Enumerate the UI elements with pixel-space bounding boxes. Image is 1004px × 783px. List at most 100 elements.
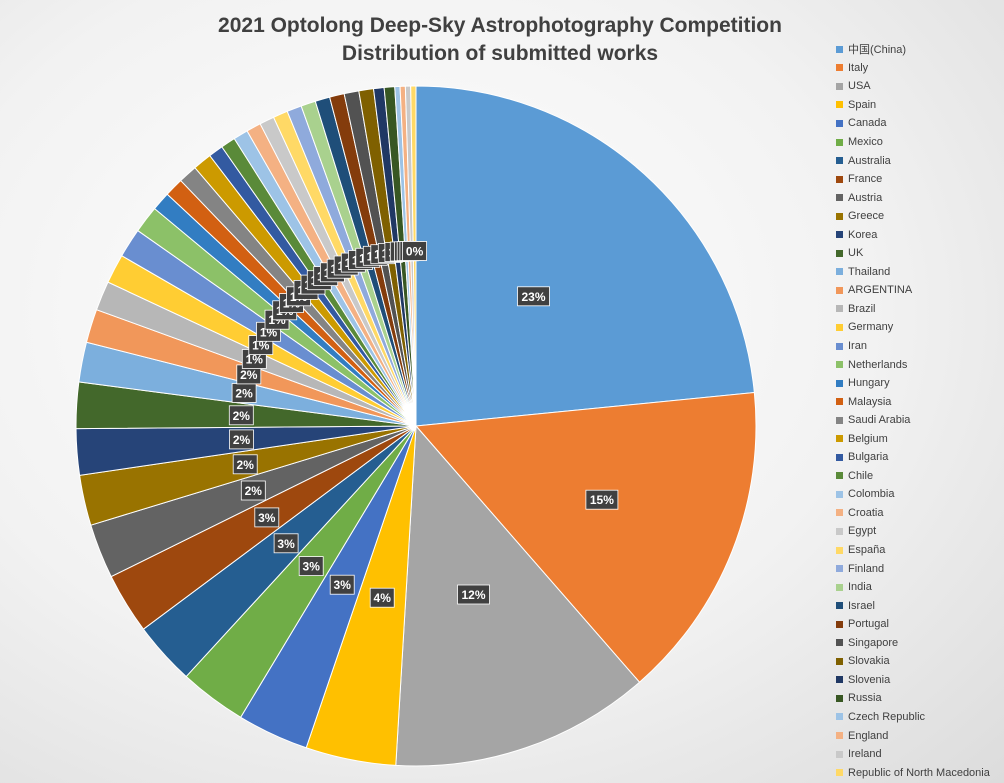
legend-entry: Bulgaria	[836, 448, 1004, 467]
legend-label: Singapore	[848, 636, 899, 649]
legend-label: Egypt	[848, 525, 877, 538]
legend-entry: Germany	[836, 318, 1004, 337]
legend-entry: England	[836, 726, 1004, 745]
slice-data-label: 15%	[585, 489, 619, 510]
legend-entry: Greece	[836, 207, 1004, 226]
data-label-box	[329, 574, 355, 595]
legend-swatch	[836, 268, 843, 276]
slice-data-label: 3%	[254, 507, 280, 528]
legend-swatch	[836, 138, 843, 146]
legend-swatch	[836, 732, 843, 739]
legend-swatch	[836, 453, 843, 461]
slice-data-label: 3%	[273, 533, 299, 554]
legend-swatch	[836, 305, 843, 313]
legend-entry: UK	[836, 244, 1004, 263]
legend-label: Canada	[848, 117, 887, 130]
legend-entry: Czech Republic	[836, 708, 1004, 727]
legend-label: Chile	[848, 469, 874, 482]
legend-swatch	[836, 157, 843, 165]
slice-data-label: 2%	[240, 480, 266, 501]
legend-entry: Malaysia	[836, 392, 1004, 411]
data-label-box	[273, 533, 299, 554]
legend-swatch	[836, 45, 843, 53]
slice-data-label: 0%	[402, 241, 428, 261]
slice-data-label: 3%	[329, 574, 355, 595]
data-label-box	[232, 454, 258, 475]
legend-swatch	[836, 342, 843, 350]
legend-label: Slovenia	[848, 673, 891, 686]
legend-entry: Australia	[836, 151, 1004, 170]
data-label-text: 2%	[245, 484, 263, 498]
legend-swatch	[836, 583, 843, 591]
legend-entry: Brazil	[836, 300, 1004, 319]
legend-label: Russia	[848, 692, 882, 705]
slice-data-label: 4%	[369, 587, 395, 608]
legend-label: France	[848, 173, 883, 186]
legend-swatch	[836, 323, 843, 331]
legend-swatch	[836, 750, 843, 758]
slice-data-label: 12%	[457, 584, 490, 605]
legend: 中国(China) Italy USA Spain Canada Mexico Austra…	[836, 40, 1004, 782]
legend-entry: Italy	[836, 59, 1004, 78]
pie-slice	[414, 391, 757, 683]
legend-label: Belgium	[848, 432, 888, 445]
slice-data-label: 2%	[231, 383, 257, 403]
data-label-text: 3%	[277, 537, 295, 551]
data-label-text: 2%	[240, 368, 258, 382]
chart-subtitle: Distribution of submitted works	[341, 42, 659, 65]
legend-swatch	[836, 509, 843, 517]
legend-label: Czech Republic	[848, 710, 926, 723]
legend-label: England	[848, 729, 889, 742]
data-label-text: 15%	[590, 493, 614, 507]
legend-entry: Singapore	[836, 634, 1004, 653]
legend-swatch	[836, 416, 843, 424]
legend-swatch	[836, 435, 843, 443]
legend-label: Spain	[848, 98, 877, 111]
legend-entry: Saudi Arabia	[836, 411, 1004, 430]
legend-label: Germany	[848, 321, 894, 334]
legend-swatch	[836, 676, 843, 684]
legend-swatch	[836, 398, 843, 406]
legend-label: Italy	[848, 61, 869, 74]
legend-label: USA	[848, 80, 871, 93]
pie-slice	[415, 85, 755, 427]
legend-entry: Egypt	[836, 522, 1004, 541]
legend-swatch	[836, 231, 843, 239]
data-label-box	[457, 584, 490, 605]
legend-entry: Chile	[836, 467, 1004, 486]
legend-entry: Netherlands	[836, 355, 1004, 374]
legend-label: Israel	[848, 599, 875, 612]
legend-entry: France	[836, 170, 1004, 189]
data-label-text: 2%	[233, 409, 251, 423]
legend-swatch	[836, 361, 843, 369]
legend-label: Iran	[848, 340, 867, 353]
data-label-box	[240, 480, 266, 501]
legend-label: Thailand	[848, 265, 891, 278]
data-label-box	[585, 489, 619, 510]
legend-label: Greece	[848, 210, 885, 223]
chart-title: 2021 Optolong Deep-Sky Astrophotography …	[218, 14, 782, 37]
slice-data-label: 2%	[236, 364, 262, 385]
legend-swatch	[836, 119, 843, 127]
legend-swatch	[836, 175, 843, 183]
data-label-text: 1%	[246, 353, 264, 367]
legend-label: Bulgaria	[848, 451, 889, 464]
data-label-text: 3%	[334, 578, 352, 592]
legend-swatch	[836, 472, 843, 480]
legend-label: Ireland	[848, 748, 882, 761]
legend-entry: Ireland	[836, 745, 1004, 764]
legend-swatch	[836, 527, 843, 535]
data-label-box	[298, 556, 324, 576]
data-label-box	[254, 507, 280, 528]
legend-swatch	[836, 602, 843, 610]
legend-entry: Austria	[836, 188, 1004, 207]
legend-label: UK	[848, 247, 864, 260]
legend-entry: Spain	[836, 96, 1004, 115]
data-label-text: 2%	[237, 458, 255, 472]
legend-swatch	[836, 82, 843, 90]
data-label-box	[228, 405, 254, 426]
data-label-text: 1%	[252, 339, 270, 353]
legend-swatch	[836, 286, 843, 294]
